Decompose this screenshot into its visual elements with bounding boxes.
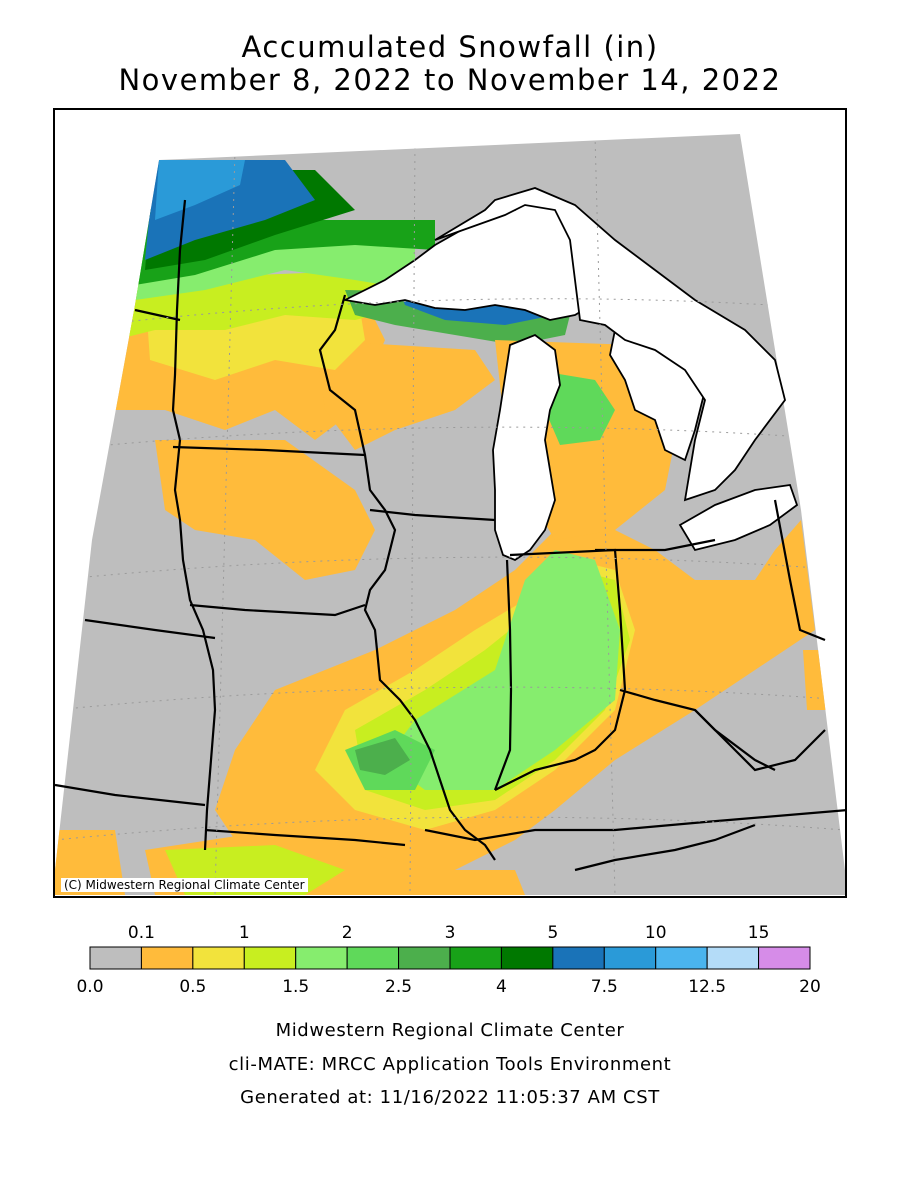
- legend-swatch-10: [603, 946, 657, 970]
- legend-swatch-2: [192, 946, 245, 970]
- snowfall-map: (C) Midwestern Regional Climate Center: [53, 108, 847, 898]
- legend-top-label-2: 2: [342, 923, 353, 943]
- legend-swatch-7: [449, 946, 502, 970]
- snow-area-orange-wi: [315, 340, 495, 450]
- ontario-canada-land: [434, 187, 786, 502]
- snow-area-darkgreen-central: [355, 738, 410, 775]
- snow-area-orange-east: [803, 650, 830, 710]
- legend-top-label-3: 3: [445, 923, 456, 943]
- legend-bottom-label-2: 1.5: [282, 977, 309, 997]
- legend-swatch-5: [346, 946, 400, 970]
- legend-top-label-0: 0.1: [128, 923, 155, 943]
- legend-bottom-label-5: 7.5: [591, 977, 618, 997]
- legend-swatch-12: [706, 946, 760, 970]
- legend-swatch-8: [500, 946, 554, 970]
- legend-top-label-4: 5: [547, 923, 558, 943]
- lake-michigan: [492, 333, 561, 562]
- legend-swatch-9: [552, 946, 605, 970]
- map-date-range: November 8, 2022 to November 14, 2022: [118, 63, 782, 97]
- legend-swatch-11: [655, 946, 708, 970]
- legend-swatch-4: [295, 946, 348, 970]
- snow-area-lightblue-north: [155, 160, 245, 220]
- legend-bottom-label-7: 20: [799, 977, 821, 997]
- map-title: Accumulated Snowfall (in): [241, 30, 659, 64]
- snow-area-orange-ia: [155, 440, 375, 580]
- legend-bottom-label-6: 12.5: [688, 977, 726, 997]
- lake-erie: [678, 484, 799, 552]
- footer-tool: cli-MATE: MRCC Application Tools Environ…: [228, 1054, 672, 1075]
- color-legend: 0.1 1 2 3 5 10 15 0.0 0.5 1.5 2.5 4 7.5 12.5 20: [0, 920, 900, 1000]
- legend-top-label-6: 15: [748, 923, 770, 943]
- legend-top-label-5: 10: [645, 923, 667, 943]
- graticule: [55, 134, 845, 895]
- legend-swatch-6: [398, 946, 451, 970]
- legend-swatch-1: [140, 946, 194, 970]
- snow-area-lightgreen-central: [385, 550, 620, 790]
- legend-swatch-0: [89, 946, 142, 970]
- legend-canvas: 0.1 1 2 3 5 10 15 0.0 0.5 1.5 2.5 4 7.5 12.5 20: [76, 923, 821, 997]
- map-canvas: [55, 134, 845, 895]
- footer-generated: Generated at: 11/16/2022 11:05:37 AM CST: [240, 1087, 660, 1108]
- legend-bottom-label-3: 2.5: [385, 977, 412, 997]
- footer-org: Midwestern Regional Climate Center: [275, 1020, 625, 1041]
- legend-top-label-1: 1: [239, 923, 250, 943]
- legend-bottom-label-0: 0.0: [76, 977, 103, 997]
- legend-swatch-13: [758, 946, 811, 970]
- legend-bottom-label-1: 0.5: [179, 977, 206, 997]
- legend-bottom-label-4: 4: [496, 977, 507, 997]
- map-copyright: (C) Midwestern Regional Climate Center: [61, 878, 308, 892]
- legend-swatch-3: [243, 946, 297, 970]
- state-boundaries: [55, 199, 845, 872]
